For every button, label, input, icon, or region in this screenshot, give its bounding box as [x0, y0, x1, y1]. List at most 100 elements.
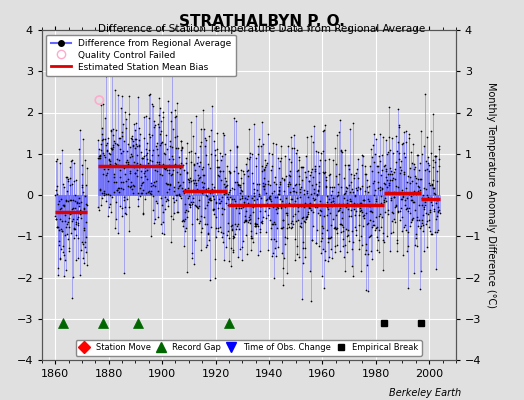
Point	[216, 167, 224, 174]
Point	[309, 174, 318, 180]
Point	[297, 220, 305, 227]
Point	[157, 195, 165, 201]
Point	[242, 218, 250, 224]
Point	[293, 146, 302, 153]
Point	[329, 198, 337, 204]
Point	[277, 249, 286, 256]
Point	[169, 167, 177, 174]
Point	[290, 201, 299, 207]
Point	[351, 192, 359, 198]
Point	[324, 205, 332, 212]
Point	[412, 191, 421, 197]
Point	[141, 196, 149, 202]
Point	[353, 203, 362, 209]
Point	[384, 170, 392, 177]
Point	[224, 196, 233, 202]
Point	[229, 234, 237, 241]
Point	[265, 194, 273, 200]
Point	[173, 208, 181, 215]
Point	[271, 205, 280, 212]
Point	[207, 224, 215, 230]
Point	[203, 242, 212, 249]
Point	[250, 192, 258, 199]
Point	[373, 237, 381, 243]
Point	[378, 185, 386, 192]
Point	[299, 218, 308, 224]
Point	[287, 196, 295, 202]
Point	[285, 179, 293, 186]
Point	[188, 255, 196, 261]
Point	[203, 221, 211, 228]
Point	[405, 205, 413, 211]
Point	[391, 166, 399, 172]
Point	[238, 195, 246, 202]
Point	[232, 118, 240, 124]
Point	[105, 150, 114, 157]
Point	[310, 123, 319, 129]
Point	[282, 210, 291, 217]
Point	[330, 200, 338, 207]
Point	[101, 136, 109, 142]
Point	[145, 92, 154, 98]
Point	[341, 268, 349, 274]
Point	[167, 239, 175, 245]
Point	[282, 195, 290, 202]
Point	[316, 198, 324, 204]
Point	[211, 199, 220, 205]
Point	[234, 170, 242, 176]
Point	[199, 172, 208, 178]
Point	[74, 214, 83, 220]
Point	[357, 207, 365, 213]
Point	[310, 204, 319, 210]
Point	[52, 156, 61, 162]
Point	[395, 156, 403, 162]
Point	[422, 158, 431, 164]
Point	[363, 221, 372, 228]
Point	[133, 173, 141, 180]
Point	[379, 197, 388, 204]
Point	[377, 172, 385, 178]
Point	[243, 168, 252, 174]
Point	[127, 151, 136, 158]
Point	[323, 258, 332, 264]
Point	[243, 251, 252, 258]
Point	[334, 188, 342, 195]
Point	[424, 168, 433, 174]
Point	[118, 179, 127, 185]
Point	[361, 251, 369, 258]
Point	[259, 141, 267, 148]
Point	[391, 219, 399, 226]
Point	[53, 190, 61, 197]
Legend: Station Move, Record Gap, Time of Obs. Change, Empirical Break: Station Move, Record Gap, Time of Obs. C…	[76, 340, 422, 356]
Point	[286, 168, 294, 174]
Point	[385, 104, 394, 110]
Point	[144, 162, 152, 168]
Point	[400, 128, 408, 135]
Point	[256, 203, 265, 210]
Point	[408, 216, 417, 223]
Point	[249, 190, 258, 196]
Point	[190, 180, 199, 186]
Point	[392, 248, 401, 254]
Point	[115, 189, 124, 196]
Point	[143, 176, 151, 182]
Point	[228, 248, 237, 255]
Point	[233, 221, 242, 227]
Point	[169, 156, 178, 163]
Point	[114, 184, 122, 191]
Point	[281, 152, 290, 159]
Point	[106, 158, 114, 164]
Point	[227, 244, 235, 251]
Point	[159, 160, 167, 167]
Point	[340, 194, 348, 201]
Point	[396, 190, 405, 196]
Point	[402, 185, 411, 192]
Point	[137, 182, 146, 188]
Point	[303, 188, 312, 194]
Point	[75, 211, 84, 217]
Point	[405, 135, 413, 141]
Point	[308, 237, 316, 243]
Point	[405, 191, 413, 197]
Point	[173, 209, 182, 216]
Point	[355, 222, 364, 229]
